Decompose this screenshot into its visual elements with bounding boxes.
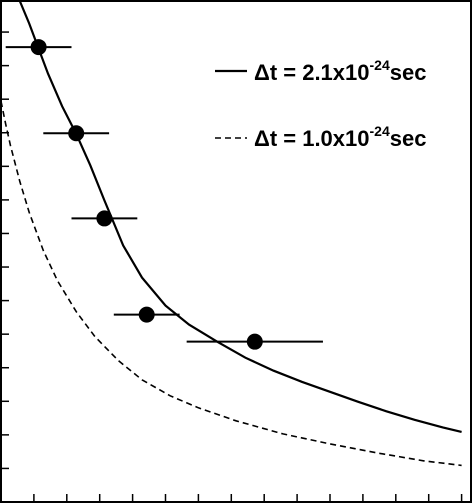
axis-ticks <box>0 31 463 503</box>
legend-solid-prefix: Δt = 2.1x10 <box>254 60 370 85</box>
legend-dashed-suffix: sec <box>390 126 427 151</box>
legend-dashed-prefix: Δt = 1.0x10 <box>254 126 370 151</box>
legend-entry-dashed: Δt = 1.0x10-24sec <box>215 123 426 151</box>
legend-solid-suffix: sec <box>390 60 427 85</box>
series-line-dashed <box>0 101 462 467</box>
data-point-group <box>43 125 110 142</box>
data-point-group <box>71 210 138 227</box>
legend-label-dashed: Δt = 1.0x10-24sec <box>254 123 426 151</box>
data-point-group <box>186 333 323 350</box>
data-point <box>96 210 113 227</box>
legend-solid-exponent: -24 <box>370 57 390 73</box>
data-point-group <box>5 39 72 56</box>
data-points <box>5 39 323 350</box>
data-point-group <box>113 306 180 323</box>
data-point <box>246 333 263 350</box>
legend-entry-solid: Δt = 2.1x10-24sec <box>215 57 426 85</box>
data-point <box>30 39 47 56</box>
legend-dashed-exponent: -24 <box>370 123 390 139</box>
data-point <box>138 306 155 323</box>
legend-label-solid: Δt = 2.1x10-24sec <box>254 57 426 85</box>
data-point <box>68 125 85 142</box>
legend: Δt = 2.1x10-24sec Δt = 1.0x10-24sec <box>215 57 426 151</box>
